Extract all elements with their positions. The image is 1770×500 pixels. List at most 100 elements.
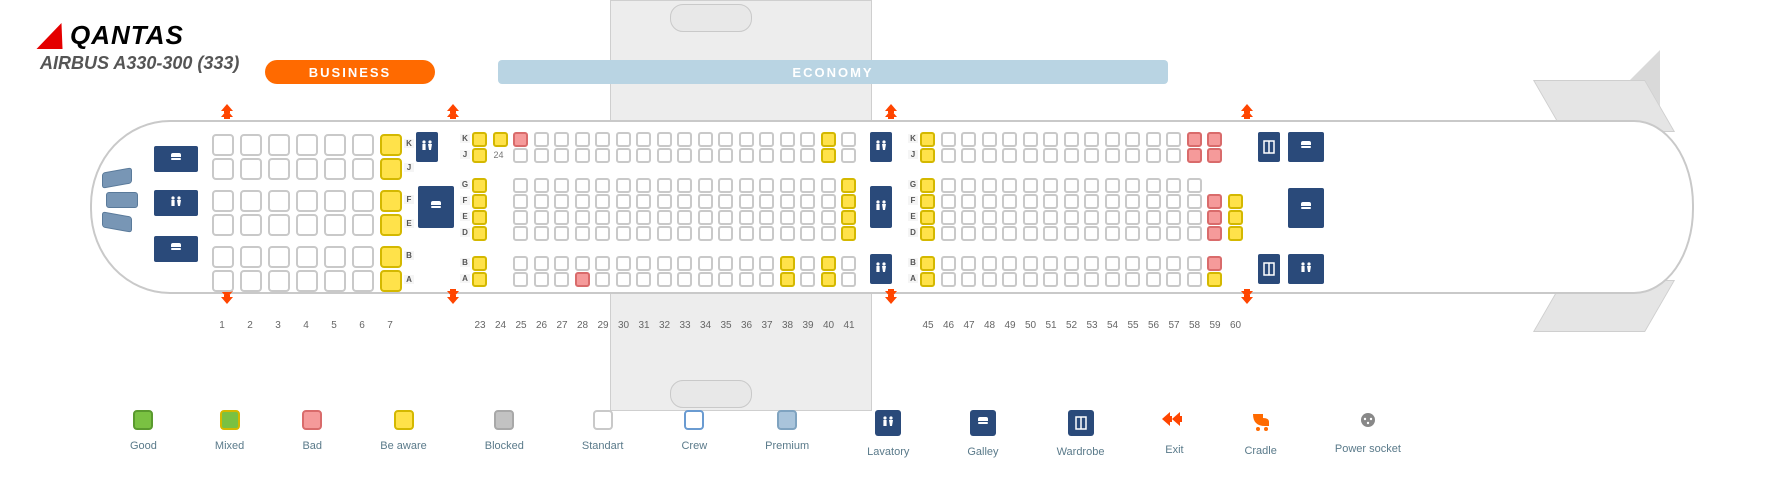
seat-59D[interactable]: [1207, 226, 1222, 241]
seat-46J[interactable]: [941, 148, 956, 163]
seat-45B[interactable]: [920, 256, 935, 271]
seat-23A[interactable]: [472, 272, 487, 287]
seat-52G[interactable]: [1064, 178, 1079, 193]
seat-38B[interactable]: [780, 256, 795, 271]
seat-1A[interactable]: [212, 270, 234, 292]
seat-36D[interactable]: [739, 226, 754, 241]
seat-29F[interactable]: [595, 194, 610, 209]
seat-29A[interactable]: [595, 272, 610, 287]
seat-46E[interactable]: [941, 210, 956, 225]
seat-34B[interactable]: [698, 256, 713, 271]
seat-51K[interactable]: [1043, 132, 1058, 147]
seat-56K[interactable]: [1146, 132, 1161, 147]
seat-49K[interactable]: [1002, 132, 1017, 147]
seat-47J[interactable]: [961, 148, 976, 163]
seat-55B[interactable]: [1125, 256, 1140, 271]
seat-41G[interactable]: [841, 178, 856, 193]
seat-50G[interactable]: [1023, 178, 1038, 193]
seat-56G[interactable]: [1146, 178, 1161, 193]
seat-2B[interactable]: [240, 246, 262, 268]
seat-26G[interactable]: [534, 178, 549, 193]
seat-30G[interactable]: [616, 178, 631, 193]
seat-33B[interactable]: [677, 256, 692, 271]
seat-47E[interactable]: [961, 210, 976, 225]
seat-35D[interactable]: [718, 226, 733, 241]
seat-4F[interactable]: [296, 190, 318, 212]
seat-40K[interactable]: [821, 132, 836, 147]
seat-4A[interactable]: [296, 270, 318, 292]
seat-40A[interactable]: [821, 272, 836, 287]
seat-31F[interactable]: [636, 194, 651, 209]
seat-3B[interactable]: [268, 246, 290, 268]
seat-50E[interactable]: [1023, 210, 1038, 225]
seat-34J[interactable]: [698, 148, 713, 163]
seat-38E[interactable]: [780, 210, 795, 225]
seat-58D[interactable]: [1187, 226, 1202, 241]
seat-57F[interactable]: [1166, 194, 1181, 209]
seat-50F[interactable]: [1023, 194, 1038, 209]
seat-32A[interactable]: [657, 272, 672, 287]
seat-6B[interactable]: [352, 246, 374, 268]
seat-59A[interactable]: [1207, 272, 1222, 287]
seat-40E[interactable]: [821, 210, 836, 225]
seat-39B[interactable]: [800, 256, 815, 271]
seat-54B[interactable]: [1105, 256, 1120, 271]
seat-47F[interactable]: [961, 194, 976, 209]
seat-49D[interactable]: [1002, 226, 1017, 241]
seat-2A[interactable]: [240, 270, 262, 292]
seat-23F[interactable]: [472, 194, 487, 209]
seat-27E[interactable]: [554, 210, 569, 225]
seat-41D[interactable]: [841, 226, 856, 241]
seat-23B[interactable]: [472, 256, 487, 271]
seat-36B[interactable]: [739, 256, 754, 271]
seat-58G[interactable]: [1187, 178, 1202, 193]
seat-45E[interactable]: [920, 210, 935, 225]
seat-27A[interactable]: [554, 272, 569, 287]
seat-56D[interactable]: [1146, 226, 1161, 241]
seat-28E[interactable]: [575, 210, 590, 225]
seat-39F[interactable]: [800, 194, 815, 209]
seat-49A[interactable]: [1002, 272, 1017, 287]
seat-53K[interactable]: [1084, 132, 1099, 147]
seat-52E[interactable]: [1064, 210, 1079, 225]
seat-30E[interactable]: [616, 210, 631, 225]
seat-33E[interactable]: [677, 210, 692, 225]
seat-6F[interactable]: [352, 190, 374, 212]
seat-57E[interactable]: [1166, 210, 1181, 225]
seat-37A[interactable]: [759, 272, 774, 287]
seat-32J[interactable]: [657, 148, 672, 163]
seat-48E[interactable]: [982, 210, 997, 225]
seat-30B[interactable]: [616, 256, 631, 271]
seat-48D[interactable]: [982, 226, 997, 241]
seat-35J[interactable]: [718, 148, 733, 163]
seat-58K[interactable]: [1187, 132, 1202, 147]
seat-48K[interactable]: [982, 132, 997, 147]
seat-49J[interactable]: [1002, 148, 1017, 163]
seat-34E[interactable]: [698, 210, 713, 225]
seat-56F[interactable]: [1146, 194, 1161, 209]
seat-57A[interactable]: [1166, 272, 1181, 287]
seat-38F[interactable]: [780, 194, 795, 209]
seat-31G[interactable]: [636, 178, 651, 193]
seat-58B[interactable]: [1187, 256, 1202, 271]
seat-29K[interactable]: [595, 132, 610, 147]
seat-32B[interactable]: [657, 256, 672, 271]
seat-49E[interactable]: [1002, 210, 1017, 225]
seat-7B[interactable]: [380, 246, 402, 268]
seat-28G[interactable]: [575, 178, 590, 193]
seat-36E[interactable]: [739, 210, 754, 225]
seat-54F[interactable]: [1105, 194, 1120, 209]
seat-40B[interactable]: [821, 256, 836, 271]
seat-34A[interactable]: [698, 272, 713, 287]
seat-5A[interactable]: [324, 270, 346, 292]
seat-59B[interactable]: [1207, 256, 1222, 271]
seat-37E[interactable]: [759, 210, 774, 225]
seat-31J[interactable]: [636, 148, 651, 163]
seat-45G[interactable]: [920, 178, 935, 193]
seat-53B[interactable]: [1084, 256, 1099, 271]
seat-37F[interactable]: [759, 194, 774, 209]
seat-60E[interactable]: [1228, 210, 1243, 225]
seat-53J[interactable]: [1084, 148, 1099, 163]
seat-23J[interactable]: [472, 148, 487, 163]
seat-60F[interactable]: [1228, 194, 1243, 209]
